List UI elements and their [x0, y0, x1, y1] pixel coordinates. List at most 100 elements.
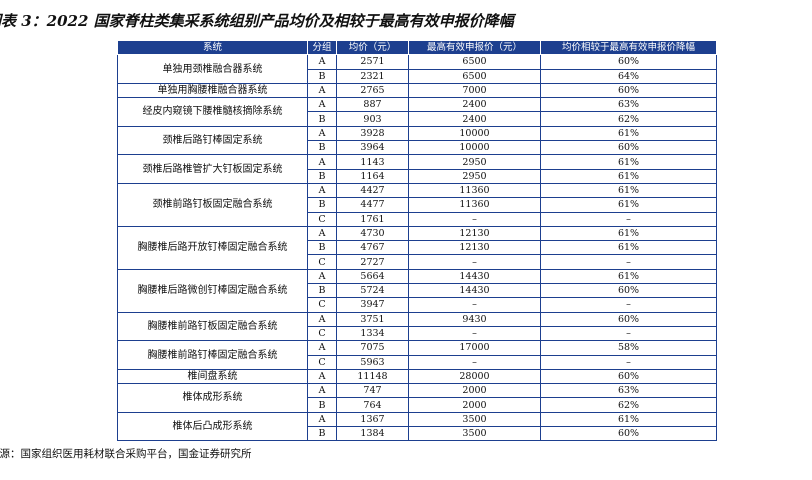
drop-rate: 61%	[540, 411, 717, 428]
drop-rate: 61%	[540, 197, 717, 213]
group: A	[307, 54, 337, 70]
drop-rate: 61%	[540, 182, 717, 199]
avg-price: 1384	[336, 426, 409, 442]
drop-rate: 60%	[540, 283, 717, 299]
max-price: 9430	[408, 311, 541, 327]
drop-rate: 60%	[540, 140, 717, 156]
table-row: 单独用胸腰椎融合器系统 A 2765 7000 60%	[117, 82, 717, 99]
max-price: 2000	[408, 397, 541, 413]
group: A	[307, 182, 337, 199]
group: B	[307, 111, 337, 127]
drop-rate: 61%	[540, 225, 717, 242]
max-price: 3500	[408, 426, 541, 442]
system-cell: 颈椎后路钉棒固定系统	[117, 125, 308, 156]
table-row: 胸腰椎前路钉板固定融合系统 A 3751 9430 60%	[117, 311, 717, 342]
avg-price: 7075	[336, 340, 409, 356]
max-price: 14430	[408, 268, 541, 285]
table-row: 胸腰椎前路钉棒固定融合系统 A 7075 17000 58%	[117, 340, 717, 370]
system-cell: 颈椎后路椎管扩大钉板固定系统	[117, 154, 308, 184]
header-cell: 最高有效申报价（元）	[408, 39, 541, 56]
table-row: B 4767 12130 61%	[118, 240, 717, 256]
table-row: 颈椎后路钉棒固定系统 A 3928 10000 61%	[117, 125, 717, 156]
drop-rate: 60%	[540, 82, 717, 99]
max-price: 17000	[408, 340, 541, 356]
group: A	[307, 383, 337, 399]
table-row: 椎间盘系统 A 11148 28000 60%	[117, 368, 717, 385]
max-price: 2950	[408, 168, 541, 184]
max-price: 6500	[408, 68, 541, 84]
table-row: B 5724 14430 60%	[118, 283, 717, 299]
group: B	[307, 68, 337, 84]
table-row: 椎体成形系统 A 747 2000 63%	[117, 383, 717, 413]
max-price: –	[408, 254, 541, 270]
max-price: –	[408, 325, 541, 342]
table-row: 单独用颈椎融合器系统 A 2571 6500 60%	[117, 54, 717, 84]
max-price: 3500	[408, 411, 541, 428]
max-price: 10000	[408, 125, 541, 142]
drop-rate: 60%	[540, 54, 717, 70]
drop-rate: –	[540, 354, 717, 370]
avg-price: 1367	[336, 411, 409, 428]
max-price: 12130	[408, 240, 541, 256]
avg-price: 2321	[336, 68, 409, 84]
group: B	[307, 283, 337, 299]
max-price: 2400	[408, 111, 541, 127]
avg-price: 3964	[336, 140, 409, 156]
group: A	[307, 340, 337, 356]
system-cell: 胸腰椎前路钉棒固定融合系统	[117, 340, 308, 370]
max-price: 2950	[408, 154, 541, 170]
table-row: B 3964 10000 60%	[118, 140, 717, 156]
avg-price: 4477	[336, 197, 409, 213]
table-row: B 1384 3500 60%	[118, 426, 717, 442]
avg-price: 1143	[336, 154, 409, 170]
max-price: 12130	[408, 225, 541, 242]
avg-price: 1334	[336, 325, 409, 342]
drop-rate: –	[540, 211, 717, 227]
avg-price: 887	[336, 97, 409, 113]
table-row: C 2727– –	[118, 254, 717, 270]
system-cell: 胸腰椎后路开放钉棒固定融合系统	[117, 225, 308, 270]
avg-price: 1761	[336, 211, 409, 227]
system-cell: 椎体后凸成形系统	[117, 411, 308, 442]
drop-rate: –	[540, 325, 717, 342]
system-cell: 单独用颈椎融合器系统	[117, 54, 308, 84]
group: A	[307, 411, 337, 428]
avg-price: 3947	[336, 297, 409, 313]
system-cell: 椎间盘系统	[117, 368, 308, 385]
avg-price: 1164	[336, 168, 409, 184]
group: A	[307, 125, 337, 142]
group: B	[307, 426, 337, 442]
max-price: 14430	[408, 283, 541, 299]
drop-rate: 60%	[540, 426, 717, 442]
avg-price: 4730	[336, 225, 409, 242]
max-price: –	[408, 297, 541, 313]
group: A	[307, 268, 337, 285]
avg-price: 903	[336, 111, 409, 127]
max-price: –	[408, 354, 541, 370]
header-cell: 均价（元）	[336, 39, 409, 56]
max-price: 10000	[408, 140, 541, 156]
table-row: C 3947– –	[118, 297, 717, 313]
group: B	[307, 397, 337, 413]
table-row: C 5963– –	[118, 354, 717, 370]
header-cell: 系统	[117, 39, 308, 56]
group: C	[307, 325, 337, 342]
avg-price: 3751	[336, 311, 409, 327]
drop-rate: 61%	[540, 268, 717, 285]
group: A	[307, 225, 337, 242]
table-row: 胸腰椎后路开放钉棒固定融合系统 A 4730 12130 61%	[117, 225, 717, 270]
group: B	[307, 197, 337, 213]
table-row: C 1761– –	[118, 211, 717, 227]
max-price: 7000	[408, 82, 541, 99]
group: B	[307, 240, 337, 256]
drop-rate: 62%	[540, 111, 717, 127]
drop-rate: 63%	[540, 383, 717, 399]
avg-price: 4767	[336, 240, 409, 256]
drop-rate: 61%	[540, 240, 717, 256]
table-row: B 2321 6500 64%	[118, 68, 717, 84]
system-cell: 椎体成形系统	[117, 383, 308, 413]
group: B	[307, 140, 337, 156]
table-row: 胸腰椎后路微创钉棒固定融合系统 A 5664 14430 61%	[117, 268, 717, 313]
max-price: 11360	[408, 197, 541, 213]
